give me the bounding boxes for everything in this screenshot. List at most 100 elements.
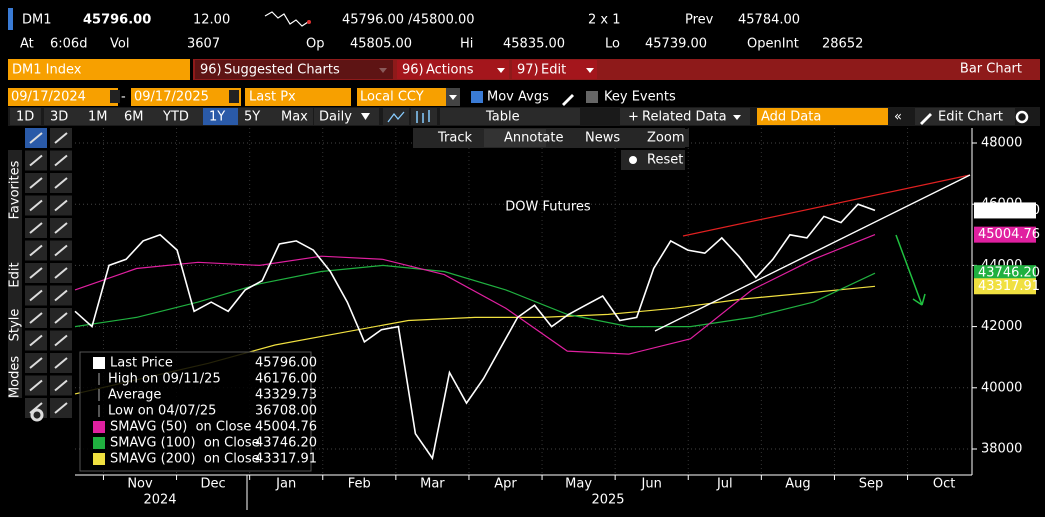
- legend-box: [80, 352, 311, 471]
- edit-chart-button[interactable]: [915, 108, 1015, 125]
- stat-value: 6:06d: [50, 37, 87, 52]
- reset-label: Reset: [647, 153, 683, 168]
- bid-ask: 45796.00 /45800.00: [342, 13, 475, 28]
- period-button[interactable]: [238, 108, 276, 125]
- sparkline: [264, 11, 309, 27]
- y-tick-label: 48000: [981, 135, 1022, 150]
- security-input[interactable]: [8, 59, 190, 80]
- chart-tool-label: News: [585, 131, 620, 146]
- tool-glyph: [54, 402, 68, 414]
- tool-glyph: [54, 244, 68, 257]
- stat-label: Vol: [110, 37, 129, 52]
- dropdown-arrow: [379, 68, 387, 73]
- currency-select[interactable]: [357, 88, 447, 106]
- tool-glyph: [29, 289, 43, 302]
- period-button[interactable]: [44, 108, 84, 125]
- settings-icon[interactable]: [1015, 110, 1029, 124]
- x-tick-label: Dec: [201, 477, 226, 492]
- arrow: [895, 234, 926, 306]
- table-button[interactable]: [440, 108, 580, 125]
- period-label: 1D: [16, 110, 34, 125]
- price-tag: [974, 278, 1036, 295]
- add-data: Add Data: [761, 110, 821, 125]
- end-date-text: 09/17/2025: [134, 90, 209, 105]
- tool-glyph: [29, 177, 43, 189]
- tool-glyph: [54, 267, 68, 279]
- price-tag-label: 43746.20: [978, 266, 1040, 281]
- tool-glyph: [29, 379, 43, 392]
- period-label: 3D: [50, 110, 68, 125]
- legend-swatch: [93, 421, 105, 433]
- x-tick-label: Jul: [716, 477, 733, 492]
- x-tick-label: May: [565, 477, 592, 492]
- legend-label: Last Price: [110, 356, 173, 371]
- period-label: YTD: [162, 110, 189, 125]
- frequency-select[interactable]: [314, 108, 379, 125]
- menu-button[interactable]: [512, 60, 597, 79]
- sparkline-dot: [307, 20, 311, 24]
- mov-avgs-checkbox[interactable]: [471, 91, 483, 103]
- legend-swatch: [93, 437, 105, 449]
- period-button[interactable]: [82, 108, 122, 125]
- x-tick-label: Aug: [785, 477, 810, 492]
- reset-button[interactable]: [621, 150, 685, 170]
- period-button[interactable]: [203, 108, 241, 125]
- tool-icon[interactable]: [411, 108, 437, 125]
- x-tick-label: Jun: [641, 477, 662, 492]
- line-icon: [387, 111, 405, 123]
- stat-label: Hi: [460, 37, 473, 52]
- key-events-checkbox[interactable]: [586, 91, 598, 103]
- period-button[interactable]: [10, 108, 41, 125]
- stat-value: 28652: [822, 37, 863, 52]
- related-button[interactable]: [620, 108, 750, 125]
- tool-glyph: [29, 312, 43, 324]
- y-tick-label: 40000: [981, 380, 1022, 395]
- legend-label: High on 09/11/25: [108, 372, 221, 387]
- calendar-icon[interactable]: [110, 90, 120, 103]
- menu-button[interactable]: [195, 60, 393, 79]
- period-label: 5Y: [244, 110, 260, 125]
- dropdown-arrow: [449, 95, 457, 100]
- period-button[interactable]: [275, 108, 313, 125]
- field-select[interactable]: [245, 88, 351, 106]
- chart-tool[interactable]: [565, 129, 627, 147]
- related-data: Related Data: [642, 110, 727, 125]
- legend-label: Low on 04/07/25: [108, 404, 216, 419]
- start-date[interactable]: [8, 88, 118, 106]
- chart-tool[interactable]: [627, 129, 689, 147]
- end-date[interactable]: [131, 88, 241, 106]
- x-tick-label: Feb: [348, 477, 371, 492]
- year-label: 2024: [143, 493, 176, 508]
- chart-title: DOW Futures: [505, 200, 591, 215]
- chart-tool[interactable]: [484, 129, 546, 147]
- tool-glyph: [29, 199, 43, 212]
- dropdown-arrow: [497, 68, 505, 73]
- menu-code: 96): [200, 63, 222, 78]
- gear-icon[interactable]: [30, 408, 44, 422]
- tool-glyph: [54, 357, 68, 369]
- stat-value: 45805.00: [350, 37, 412, 52]
- legend-swatch: [93, 357, 105, 369]
- add-data-input[interactable]: [757, 108, 888, 125]
- stat-label: Op: [306, 37, 324, 52]
- frequency: Daily: [319, 110, 352, 125]
- view-name: Bar Chart: [960, 62, 1022, 77]
- y-tick-label: 42000: [981, 319, 1022, 334]
- tool-glyph: [54, 379, 68, 392]
- moving-average: [74, 234, 876, 355]
- chart-tool[interactable]: [418, 129, 480, 147]
- stat-label: Lo: [605, 37, 620, 52]
- pen-icon: [562, 94, 574, 106]
- price-tag: [974, 226, 1036, 243]
- period-button[interactable]: [157, 108, 205, 125]
- prev-label: Prev: [685, 13, 714, 28]
- side-tab: Favorites: [8, 160, 23, 219]
- period-button[interactable]: [118, 108, 158, 125]
- calendar-icon[interactable]: [229, 90, 239, 103]
- menu-button[interactable]: [397, 60, 509, 79]
- legend-value: 45004.76: [255, 420, 317, 435]
- edit-chart: Edit Chart: [938, 110, 1003, 125]
- side-tab: Edit: [8, 262, 23, 287]
- menu-code: 97): [517, 63, 539, 78]
